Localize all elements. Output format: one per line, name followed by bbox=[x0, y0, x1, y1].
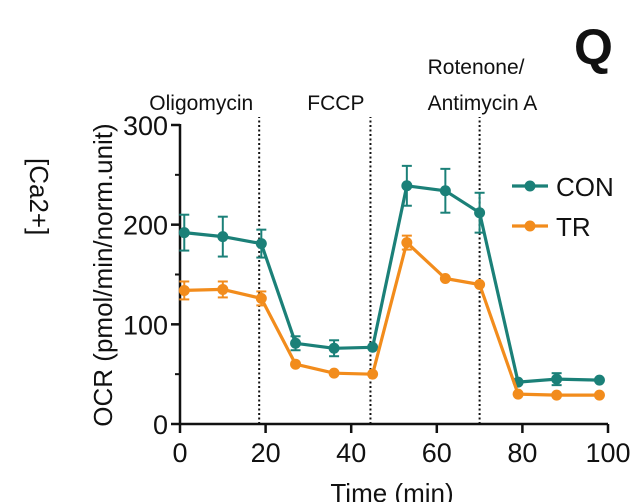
side-label: [Ca2+] bbox=[24, 158, 54, 235]
treatment-lines: Oligomycin FCCP Rotenone/Antimycin A bbox=[149, 56, 537, 424]
data-point bbox=[328, 367, 340, 379]
data-point bbox=[439, 272, 451, 284]
panel-letter: Q bbox=[574, 19, 613, 75]
data-point bbox=[255, 292, 267, 304]
data-point bbox=[593, 389, 605, 401]
series-line bbox=[184, 184, 600, 384]
data-point bbox=[178, 284, 190, 296]
x-tick-label: 60 bbox=[422, 438, 452, 468]
treatment-label: Antimycin A bbox=[428, 92, 538, 115]
treatment-label: FCCP bbox=[307, 92, 364, 115]
treatment-label: Oligomycin bbox=[149, 92, 253, 115]
data-point bbox=[551, 373, 563, 385]
x-tick-label: 40 bbox=[336, 438, 366, 468]
y-tick-label: 200 bbox=[123, 211, 168, 241]
x-axis-label: Time (min) bbox=[330, 478, 453, 502]
y-axis-label: OCR (pmol/min/norm.unit) bbox=[88, 123, 118, 426]
data-point bbox=[255, 238, 267, 250]
data-point bbox=[217, 231, 229, 243]
data-point bbox=[551, 389, 563, 401]
legend-label: TR bbox=[556, 212, 591, 242]
legend-marker bbox=[524, 220, 536, 232]
legend-label: CON bbox=[556, 172, 614, 202]
treatment-label: Rotenone/ bbox=[428, 56, 525, 79]
data-point bbox=[367, 341, 379, 353]
series-tr bbox=[178, 234, 605, 401]
x-tick-label: 100 bbox=[585, 438, 630, 468]
x-tick-label: 80 bbox=[507, 438, 537, 468]
data-point bbox=[593, 374, 605, 386]
data-point bbox=[401, 180, 413, 192]
data-point bbox=[439, 185, 451, 197]
y-tick-label: 100 bbox=[123, 310, 168, 340]
data-point bbox=[474, 278, 486, 290]
data-point bbox=[328, 342, 340, 354]
series-layer bbox=[178, 164, 605, 401]
data-point bbox=[474, 207, 486, 219]
data-point bbox=[401, 237, 413, 249]
series-line bbox=[184, 241, 600, 397]
y-tick-label: 300 bbox=[123, 111, 168, 141]
x-tick-label: 20 bbox=[251, 438, 281, 468]
axes: 0 20 40 60 80 100 0 100 200 300 bbox=[123, 111, 631, 468]
data-point bbox=[290, 337, 302, 349]
data-point bbox=[290, 358, 302, 370]
data-point bbox=[512, 388, 524, 400]
y-tick-label: 0 bbox=[153, 410, 168, 440]
data-point bbox=[367, 368, 379, 380]
legend-marker bbox=[524, 180, 536, 192]
series-con bbox=[178, 164, 605, 388]
data-point bbox=[178, 227, 190, 239]
legend: CON TR bbox=[512, 172, 614, 242]
x-tick-label: 0 bbox=[172, 438, 187, 468]
data-point bbox=[217, 283, 229, 295]
